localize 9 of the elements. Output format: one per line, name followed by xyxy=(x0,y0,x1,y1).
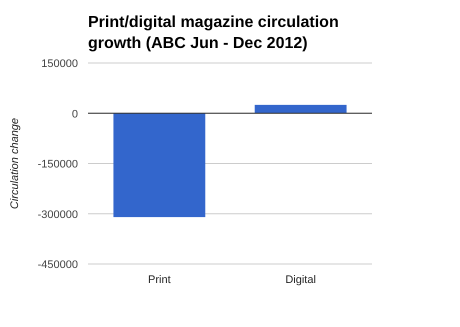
y-tick-label: 0 xyxy=(72,108,78,120)
y-tick-label: -150000 xyxy=(38,158,78,170)
y-tick-label: -300000 xyxy=(38,208,78,221)
x-tick-label: Digital xyxy=(285,274,316,286)
x-tick-label: Print xyxy=(148,274,171,286)
chart-title: Print/digital magazine circulation growth (ABC Jun - Dec 2012) xyxy=(88,14,339,52)
y-tick-label: -450000 xyxy=(38,259,78,271)
y-tick-label: 150000 xyxy=(41,58,78,70)
y-axis-title: Circulation change xyxy=(9,118,21,210)
